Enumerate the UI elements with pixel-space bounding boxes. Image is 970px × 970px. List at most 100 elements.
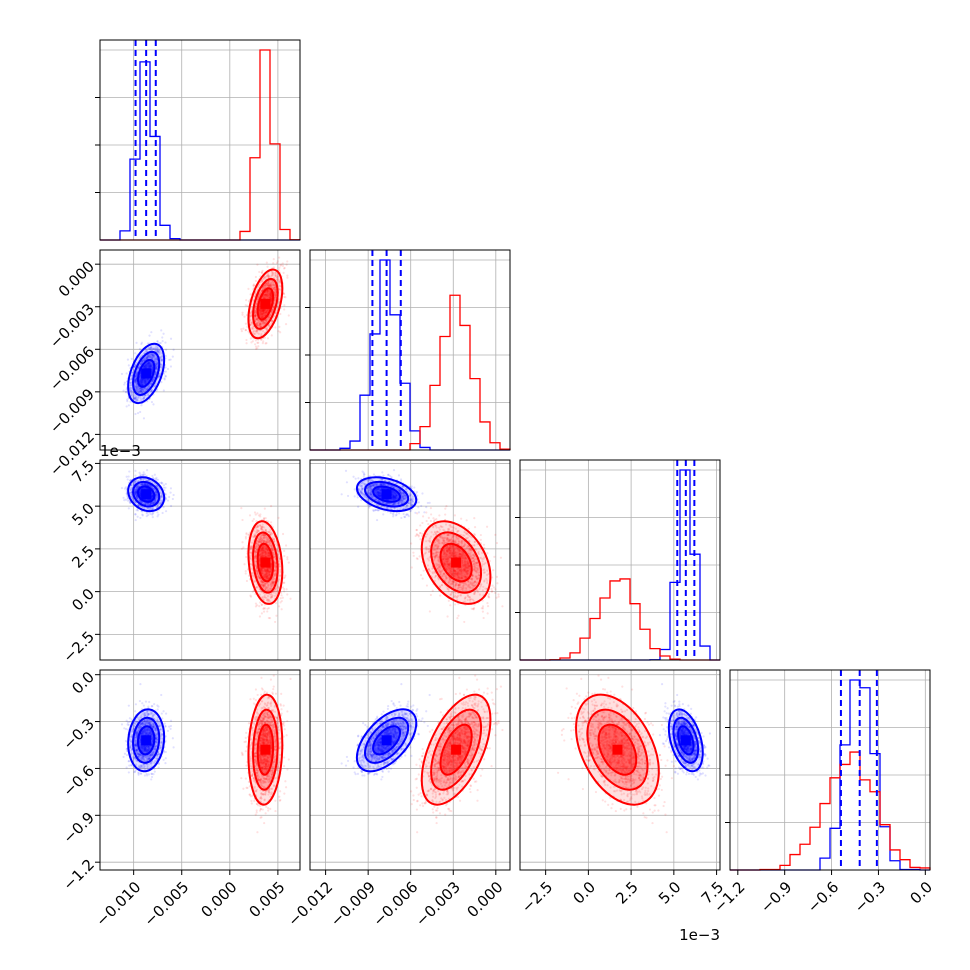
sample-point bbox=[267, 274, 270, 277]
sample-point bbox=[251, 327, 254, 331]
sample-point bbox=[134, 518, 137, 522]
sample-point bbox=[143, 394, 147, 397]
sample-point bbox=[149, 355, 152, 358]
sample-point bbox=[161, 359, 164, 362]
sample-point bbox=[133, 365, 136, 368]
sample-point bbox=[155, 366, 158, 369]
sample-point bbox=[266, 292, 269, 295]
sample-point bbox=[155, 357, 158, 361]
sample-point bbox=[142, 389, 145, 392]
sample-point bbox=[154, 373, 157, 376]
sample-point bbox=[156, 494, 159, 497]
sample-point bbox=[262, 310, 265, 313]
sample-point bbox=[151, 353, 154, 357]
sample-point bbox=[164, 341, 167, 344]
sample-point bbox=[154, 344, 157, 347]
sample-point bbox=[252, 284, 255, 287]
sample-point bbox=[261, 320, 264, 323]
sample-point bbox=[143, 506, 146, 510]
sample-point bbox=[147, 356, 150, 359]
sample-point bbox=[145, 512, 148, 515]
sample-point bbox=[148, 363, 151, 366]
sample-point bbox=[143, 382, 146, 385]
sample-point bbox=[136, 485, 139, 488]
sample-point bbox=[270, 273, 274, 277]
histogram-step-series-2 bbox=[520, 578, 720, 661]
sample-point bbox=[150, 366, 153, 369]
sample-point bbox=[151, 502, 154, 505]
sample-point bbox=[147, 392, 150, 395]
sample-point bbox=[151, 496, 154, 499]
sample-point bbox=[269, 281, 273, 285]
sample-point bbox=[139, 380, 142, 383]
sample-point bbox=[134, 493, 137, 496]
sample-point bbox=[278, 288, 281, 291]
sample-point bbox=[260, 320, 264, 323]
sample-point bbox=[140, 390, 143, 394]
sample-point bbox=[156, 345, 159, 348]
sample-point bbox=[129, 378, 132, 381]
sample-point bbox=[149, 512, 152, 516]
sample-point bbox=[136, 399, 139, 402]
sample-point bbox=[261, 323, 264, 326]
sample-point bbox=[140, 389, 143, 392]
sample-point bbox=[150, 390, 153, 393]
sample-point bbox=[135, 341, 138, 344]
sample-point bbox=[284, 323, 288, 326]
sample-point bbox=[266, 337, 270, 340]
sample-point bbox=[135, 386, 138, 390]
sample-point bbox=[260, 309, 264, 312]
sample-point bbox=[278, 325, 281, 329]
sample-point bbox=[269, 504, 273, 508]
sample-point bbox=[149, 352, 153, 356]
sample-point bbox=[144, 381, 147, 384]
sample-point bbox=[134, 489, 137, 492]
sample-point bbox=[153, 354, 156, 357]
sample-point bbox=[135, 396, 138, 399]
sample-point bbox=[147, 503, 150, 506]
sample-point bbox=[276, 260, 279, 263]
sample-point bbox=[146, 483, 149, 486]
sample-point bbox=[135, 389, 138, 392]
histogram-panel-4 bbox=[729, 669, 931, 871]
sample-point bbox=[267, 284, 270, 287]
sample-point bbox=[259, 311, 262, 315]
sample-point bbox=[263, 320, 266, 323]
sample-point bbox=[251, 327, 255, 330]
sample-point bbox=[243, 563, 246, 566]
sample-point bbox=[141, 483, 144, 486]
sample-point bbox=[277, 330, 280, 333]
sample-point bbox=[151, 369, 154, 373]
sample-point bbox=[267, 316, 270, 319]
sample-point bbox=[157, 349, 160, 352]
sample-point bbox=[129, 387, 132, 390]
sample-point bbox=[146, 362, 149, 365]
sample-point bbox=[262, 287, 265, 290]
sample-point bbox=[133, 365, 136, 368]
sample-point bbox=[139, 362, 142, 365]
sample-point bbox=[144, 382, 147, 385]
sample-point bbox=[156, 350, 159, 353]
sample-point bbox=[270, 311, 273, 314]
sample-point bbox=[140, 383, 143, 386]
sample-point bbox=[271, 272, 274, 275]
sample-point bbox=[142, 397, 145, 400]
sample-point bbox=[259, 312, 262, 315]
sample-point bbox=[269, 283, 272, 287]
sample-point bbox=[140, 390, 143, 394]
sample-point bbox=[262, 277, 265, 280]
sample-point bbox=[134, 474, 137, 477]
sample-point bbox=[133, 480, 137, 483]
sample-point bbox=[264, 277, 267, 281]
sample-point bbox=[278, 284, 281, 287]
sample-point bbox=[139, 373, 142, 376]
sample-point bbox=[264, 285, 267, 288]
sample-point bbox=[135, 509, 138, 512]
sample-point bbox=[146, 363, 149, 366]
sample-point bbox=[151, 379, 154, 382]
sample-point bbox=[260, 334, 263, 337]
sample-point bbox=[254, 316, 258, 319]
sample-point bbox=[137, 389, 140, 392]
sample-point bbox=[142, 377, 145, 381]
sample-point bbox=[124, 486, 128, 489]
